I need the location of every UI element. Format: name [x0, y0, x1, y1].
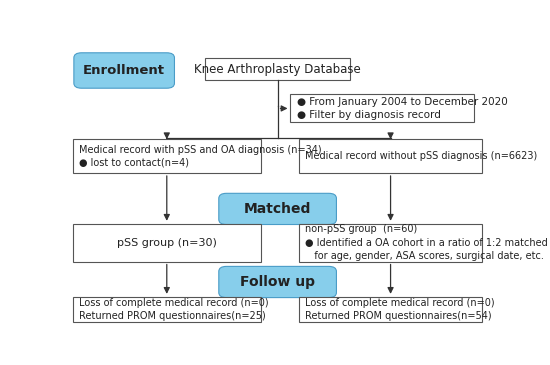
FancyBboxPatch shape	[290, 95, 474, 123]
FancyBboxPatch shape	[219, 266, 337, 297]
Text: Medical record with pSS and OA diagnosis (n=34)
● lost to contact(n=4): Medical record with pSS and OA diagnosis…	[79, 145, 322, 168]
FancyBboxPatch shape	[299, 297, 482, 322]
FancyBboxPatch shape	[205, 58, 350, 80]
FancyBboxPatch shape	[73, 224, 261, 262]
Text: Loss of complete medical record (n=0)
Returned PROM questionnaires(n=25): Loss of complete medical record (n=0) Re…	[79, 298, 269, 321]
FancyBboxPatch shape	[74, 53, 174, 88]
Text: Enrollment: Enrollment	[83, 64, 165, 77]
Text: Matched: Matched	[244, 202, 311, 216]
FancyBboxPatch shape	[219, 193, 337, 224]
Text: ● From January 2004 to December 2020
● Filter by diagnosis record: ● From January 2004 to December 2020 ● F…	[297, 97, 508, 120]
FancyBboxPatch shape	[299, 224, 482, 262]
Text: Knee Arthroplasty Database: Knee Arthroplasty Database	[194, 62, 361, 76]
FancyBboxPatch shape	[299, 139, 482, 173]
FancyBboxPatch shape	[73, 297, 261, 322]
Text: non-pSS group  (n=60)
● Identified a OA cohort in a ratio of 1:2 matched
   for : non-pSS group (n=60) ● Identified a OA c…	[305, 224, 548, 261]
Text: Medical record without pSS diagnosis (n=6623): Medical record without pSS diagnosis (n=…	[305, 151, 537, 161]
FancyBboxPatch shape	[73, 139, 261, 173]
Text: Follow up: Follow up	[240, 275, 315, 289]
Text: pSS group (n=30): pSS group (n=30)	[117, 238, 217, 247]
Text: Loss of complete medical record (n=0)
Returned PROM questionnaires(n=54): Loss of complete medical record (n=0) Re…	[305, 298, 495, 321]
